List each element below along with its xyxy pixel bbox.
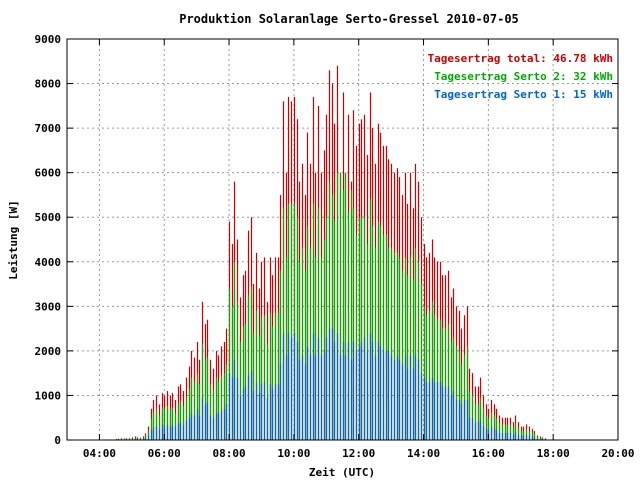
chart-title: Produktion Solaranlage Serto-Gressel 201…: [179, 12, 519, 26]
y-tick-label: 7000: [35, 122, 62, 135]
x-tick-label: 12:00: [342, 447, 375, 460]
legend-entry-1: Tagesertrag total: 46.78 kWh: [428, 52, 613, 65]
legend: Tagesertrag total: 46.78 kWh Tagesertrag …: [428, 52, 613, 101]
y-axis-ticks: 0 1000 2000 3000 4000 5000 6000 7000 8000 9000: [35, 33, 618, 447]
y-tick-label: 5000: [35, 211, 62, 224]
x-tick-label: 06:00: [148, 447, 181, 460]
x-axis-label: Zeit (UTC): [309, 466, 375, 479]
x-tick-label: 16:00: [472, 447, 505, 460]
x-tick-label: 14:00: [407, 447, 440, 460]
bars: [115, 65, 547, 440]
y-tick-label: 0: [54, 434, 61, 447]
plot-frame: [66, 38, 619, 441]
x-axis-ticks: 04:00 06:00 08:00 10:00 12:00 14:00 16:00 18:00…: [83, 39, 635, 460]
y-tick-label: 1000: [35, 389, 62, 402]
y-tick-label: 4000: [35, 256, 62, 269]
x-tick-label: 20:00: [601, 447, 634, 460]
y-tick-label: 3000: [35, 300, 62, 313]
y-axis-label: Leistung [W]: [7, 200, 20, 279]
legend-entry-3: Tagesertrag Serto 1: 15 kWh: [434, 88, 613, 101]
legend-entry-2: Tagesertrag Serto 2: 32 kWh: [434, 70, 613, 83]
grid-lines: [67, 39, 618, 440]
x-tick-label: 08:00: [212, 447, 245, 460]
x-tick-label: 18:00: [537, 447, 570, 460]
y-tick-label: 9000: [35, 33, 62, 46]
y-tick-label: 6000: [35, 167, 62, 180]
series-1-bars: [115, 65, 547, 440]
y-tick-label: 8000: [35, 78, 62, 91]
x-tick-label: 04:00: [83, 447, 116, 460]
series-3-bars: [115, 328, 547, 440]
x-tick-label: 10:00: [277, 447, 310, 460]
y-tick-label: 2000: [35, 345, 62, 358]
